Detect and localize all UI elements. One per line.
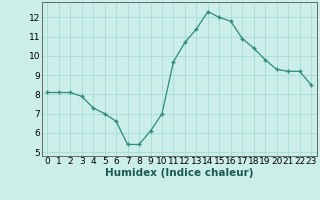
X-axis label: Humidex (Indice chaleur): Humidex (Indice chaleur) (105, 168, 253, 178)
